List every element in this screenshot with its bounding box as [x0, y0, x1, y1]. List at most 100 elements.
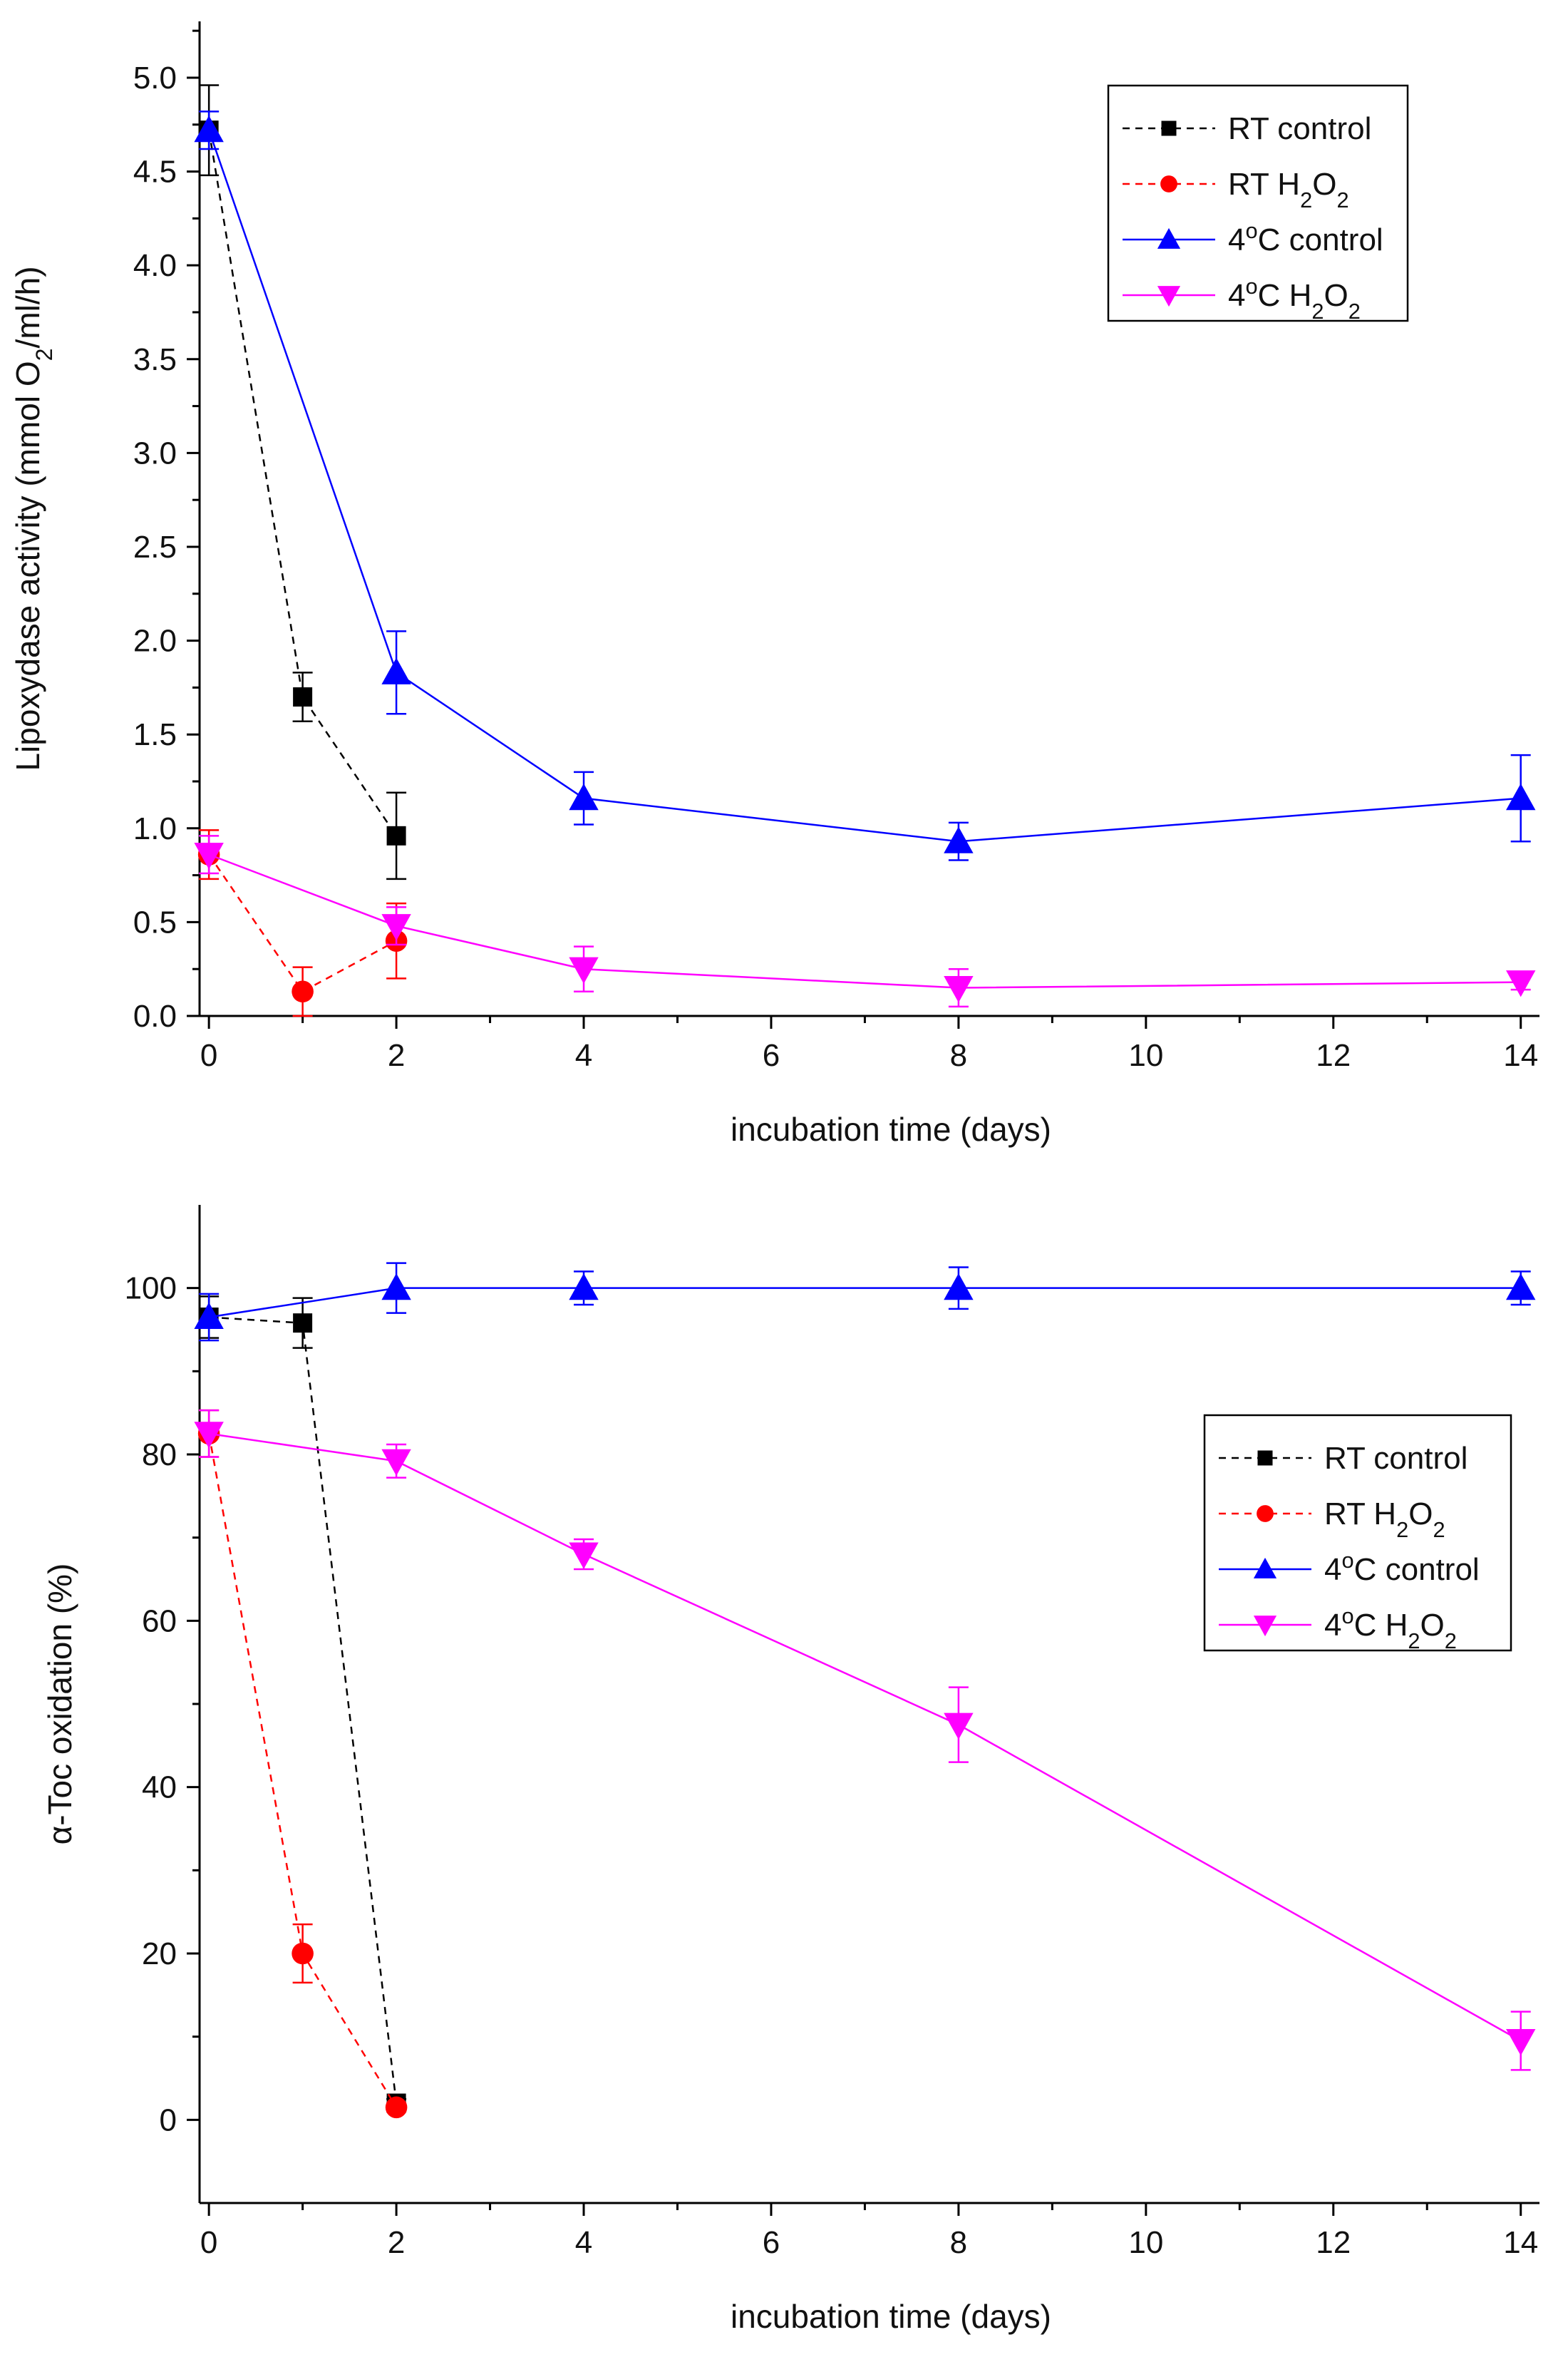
- x-tick-label: 8: [950, 1038, 967, 1073]
- x-tick-label: 6: [763, 2225, 780, 2260]
- data-point: [386, 826, 406, 846]
- data-point: [944, 826, 974, 853]
- x-tick-label: 4: [575, 2225, 592, 2260]
- data-point: [194, 1302, 224, 1330]
- legend-marker: [1157, 227, 1181, 249]
- y-axis-label: α-Toc oxidation (%): [41, 1563, 78, 1845]
- legend-label-rt-h2o2-part-1: 2: [1396, 1517, 1408, 1542]
- chart-1: 0 2 4 6 8 10 12 14 0.0 0.5 1.0 1.5 2.0 2.5 3.0 3.5 4.0 4.…: [9, 21, 1539, 1148]
- series-rt-h2o2: [197, 829, 408, 1017]
- legend-marker: [1160, 175, 1177, 192]
- legend-label-rt-h2o2-part-3: 2: [1433, 1517, 1445, 1542]
- x-axis-label: incubation time (days): [731, 2298, 1051, 2335]
- y-tick-label: 80: [142, 1437, 177, 1472]
- y-tick-label: 40: [142, 1770, 177, 1805]
- legend-marker: [1257, 1450, 1273, 1466]
- legend-label-4-c-h2o2-part-2: C H: [1354, 1608, 1408, 1643]
- data-point: [381, 914, 411, 941]
- x-tick-label: 2: [388, 1038, 405, 1073]
- x-axis-label: incubation time (days): [731, 1111, 1051, 1148]
- legend-label-4-c-h2o2: 4oC H2O2: [1324, 1603, 1457, 1653]
- legend-label-rt-h2o2: RT H2O2: [1324, 1496, 1445, 1542]
- data-point: [569, 1542, 599, 1569]
- y-tick-label: 2.0: [133, 624, 177, 659]
- data-point: [944, 1713, 974, 1740]
- legend-label-4-c-h2o2-part-2: C H: [1258, 278, 1312, 313]
- legend-label-4-c-control-part-1: o: [1341, 1548, 1353, 1573]
- y-tick-label: 0: [160, 2102, 177, 2137]
- y-tick-label: 4.5: [133, 155, 177, 190]
- y-tick-label: 2.5: [133, 530, 177, 565]
- legend-label-4-c-control: 4oC control: [1228, 218, 1383, 258]
- data-point: [293, 1313, 313, 1333]
- series-rt-control: [199, 1295, 407, 2113]
- x-tick-label: 4: [575, 1038, 592, 1073]
- x-tick-label: 14: [1503, 2225, 1538, 2260]
- legend-label-4-c-control-part-0: 4: [1324, 1552, 1341, 1587]
- y-axis-label-part-2: /ml/h): [9, 266, 46, 348]
- legend-label-rt-h2o2-part-2: O: [1408, 1496, 1433, 1531]
- y-tick-label: 1.5: [133, 717, 177, 752]
- legend-label-4-c-h2o2-part-5: 2: [1348, 299, 1361, 324]
- x-tick-label: 0: [200, 1038, 217, 1073]
- data-point: [381, 1273, 411, 1300]
- y-tick-label: 5.0: [133, 61, 177, 96]
- legend-label-4-c-h2o2-part-4: O: [1420, 1608, 1445, 1643]
- x-tick-label: 2: [388, 2225, 405, 2260]
- legend-label-4-c-control: 4oC control: [1324, 1548, 1480, 1588]
- data-point: [1506, 2028, 1536, 2056]
- legend-label-rt-h2o2: RT H2O2: [1228, 167, 1349, 212]
- y-axis-label-part-0: Lipoxydase activity (mmol O: [9, 361, 46, 771]
- legend-label-4-c-control-part-2: C control: [1258, 222, 1383, 257]
- data-point: [385, 2096, 408, 2119]
- data-point: [569, 957, 599, 984]
- y-tick-label: 0.0: [133, 999, 177, 1034]
- legend-label-rt-control-part-0: RT control: [1324, 1441, 1468, 1476]
- legend-label-4-c-control-part-2: C control: [1354, 1552, 1480, 1587]
- legend-label-rt-control: RT control: [1228, 111, 1371, 146]
- legend-label-4-c-h2o2-part-1: o: [1245, 274, 1257, 299]
- data-point: [1506, 970, 1536, 997]
- legend-marker: [1257, 1505, 1274, 1522]
- y-axis-label: Lipoxydase activity (mmol O2/ml/h): [9, 266, 57, 771]
- data-point: [569, 783, 599, 811]
- x-tick-label: 14: [1503, 1038, 1538, 1073]
- data-point: [292, 980, 314, 1003]
- y-tick-label: 3.0: [133, 436, 177, 471]
- legend-label-rt-h2o2-part-0: RT H: [1324, 1496, 1396, 1531]
- legend-marker: [1157, 286, 1181, 307]
- legend-label-rt-h2o2-part-0: RT H: [1228, 167, 1300, 202]
- legend-label-rt-h2o2-part-2: O: [1312, 167, 1336, 202]
- chart-2: 0 2 4 6 8 10 12 14 0 20 40 60 80 100 incubation time (…: [41, 1205, 1539, 2335]
- legend-label-4-c-h2o2-part-4: O: [1324, 278, 1348, 313]
- data-point: [194, 843, 224, 870]
- data-point: [1506, 1273, 1536, 1300]
- series-4-c-h2o2: [194, 1409, 1536, 2071]
- x-tick-label: 12: [1316, 2225, 1351, 2260]
- y-tick-label: 60: [142, 1603, 177, 1638]
- legend-label-4-c-h2o2-part-1: o: [1341, 1603, 1353, 1628]
- x-tick-label: 0: [200, 2225, 217, 2260]
- data-point: [194, 115, 224, 143]
- data-point: [569, 1273, 599, 1300]
- series-line: [207, 1433, 398, 2108]
- data-point: [293, 687, 313, 707]
- series-4-c-control: [194, 1262, 1536, 1342]
- y-tick-label: 20: [142, 1936, 177, 1971]
- series-4-c-h2o2: [194, 835, 1536, 1008]
- y-tick-label: 100: [125, 1271, 177, 1306]
- y-axis-label-part-1: 2: [31, 348, 57, 361]
- legend-label-4-c-control-part-0: 4: [1228, 222, 1245, 257]
- legend-label-4-c-h2o2: 4oC H2O2: [1228, 274, 1361, 324]
- series-4-c-control: [194, 111, 1536, 861]
- legend-label-4-c-h2o2-part-0: 4: [1324, 1608, 1341, 1643]
- data-point: [381, 657, 411, 684]
- legend-box: [1203, 1414, 1512, 1652]
- legend-label-4-c-h2o2-part-5: 2: [1445, 1628, 1457, 1653]
- data-point: [944, 975, 974, 1003]
- series-rt-control: [199, 84, 407, 880]
